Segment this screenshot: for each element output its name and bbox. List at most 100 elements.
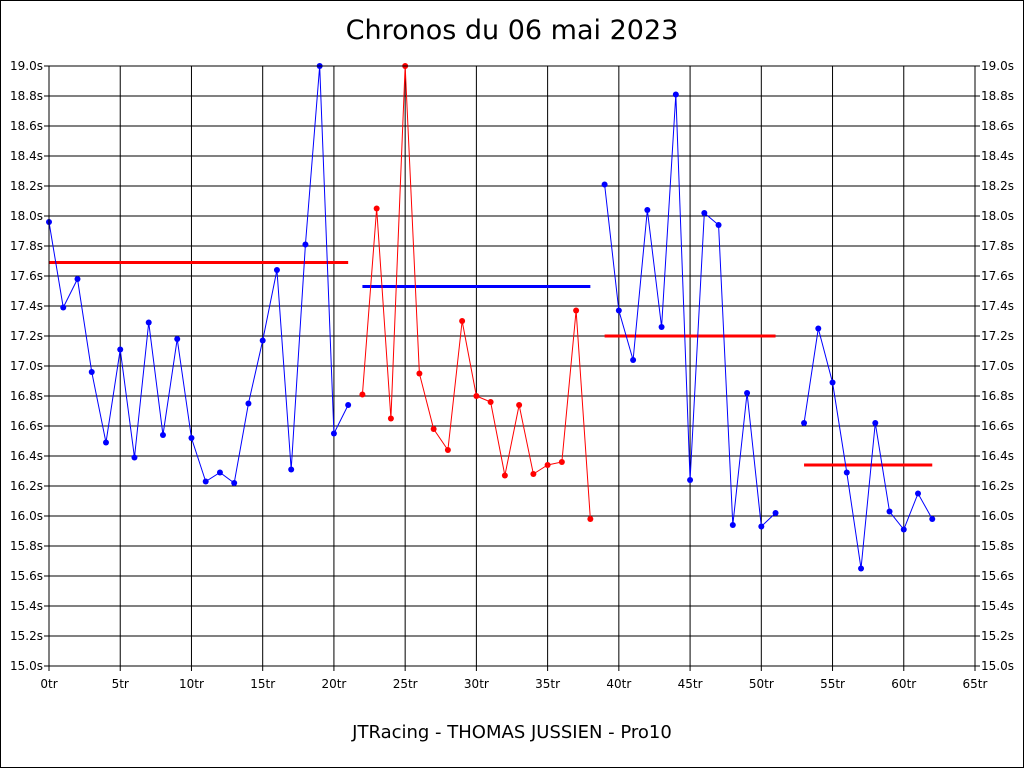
data-point: [872, 420, 879, 426]
data-point: [715, 222, 722, 228]
x-tick-label: 60tr: [891, 677, 916, 691]
x-tick-label: 55tr: [820, 677, 845, 691]
grid: [48, 65, 976, 667]
y-tick-label-right: 15.6s: [981, 569, 1014, 583]
data-point: [359, 391, 366, 398]
y-tick-label: 16.0s: [10, 509, 43, 523]
data-point: [644, 207, 651, 213]
data-point: [302, 241, 309, 248]
data-point: [758, 523, 765, 530]
data-point: [60, 304, 67, 311]
x-tick-label: 65tr: [963, 677, 988, 691]
data-point: [416, 370, 423, 377]
y-tick-label: 18.8s: [10, 89, 43, 103]
data-point: [273, 267, 280, 273]
data-point: [558, 459, 565, 465]
data-point: [288, 466, 295, 473]
average-lines: [49, 261, 933, 467]
data-point: [174, 336, 181, 342]
y-tick-label-right: 17.6s: [981, 269, 1014, 283]
data-point: [772, 510, 779, 516]
data-point: [729, 522, 736, 528]
y-tick-label: 15.8s: [10, 539, 43, 553]
data-point: [131, 454, 138, 461]
data-point: [544, 462, 551, 468]
data-point: [88, 369, 95, 375]
y-tick-label-right: 17.4s: [981, 299, 1014, 313]
y-tick-label: 17.0s: [10, 359, 43, 373]
data-point: [145, 319, 152, 326]
x-tick-label: 35tr: [535, 677, 560, 691]
y-tick-label: 15.6s: [10, 569, 43, 583]
data-point: [573, 307, 580, 314]
data-point: [259, 337, 266, 344]
x-tick-label: 5tr: [112, 677, 129, 691]
data-point: [687, 477, 694, 483]
x-tick-label: 20tr: [321, 677, 346, 691]
data-point: [487, 399, 494, 405]
data-point: [815, 325, 822, 332]
y-tick-label: 18.4s: [10, 149, 43, 163]
data-point: [459, 318, 466, 324]
y-tick-label: 17.6s: [10, 269, 43, 283]
x-tick-label: 40tr: [606, 677, 631, 691]
data-point: [744, 390, 751, 396]
data-point: [587, 516, 594, 522]
y-tick-label-right: 18.0s: [981, 209, 1014, 223]
data-point: [886, 508, 893, 515]
chart-subtitle: JTRacing - THOMAS JUSSIEN - Pro10: [352, 722, 672, 743]
y-tick-label: 18.2s: [10, 179, 43, 193]
data-point: [601, 181, 608, 188]
data-point: [202, 478, 209, 485]
data-point: [159, 432, 166, 438]
data-point: [658, 324, 665, 330]
data-point: [430, 426, 437, 432]
data-point: [74, 276, 81, 282]
data-point: [915, 490, 922, 497]
x-tick-label: 50tr: [749, 677, 774, 691]
data-point: [444, 447, 451, 453]
data-point: [373, 205, 380, 212]
y-tick-label: 16.4s: [10, 449, 43, 463]
data-point: [530, 471, 537, 477]
data-point: [473, 393, 480, 399]
x-tick-label: 10tr: [179, 677, 204, 691]
x-tick-label: 30tr: [464, 677, 489, 691]
y-tick-label: 15.2s: [10, 629, 43, 643]
data-point: [900, 526, 907, 533]
data-point: [345, 402, 352, 408]
y-tick-label-right: 15.8s: [981, 539, 1014, 553]
y-tick-label-right: 18.2s: [981, 179, 1014, 193]
data-point: [330, 430, 337, 437]
y-tick-label: 18.6s: [10, 119, 43, 133]
y-tick-label: 16.8s: [10, 389, 43, 403]
axes: 15.0s 15.0s 15.2s 15.2s 15.4s 15.4s 15.6s 15.6s…: [10, 59, 1014, 691]
y-tick-label-right: 18.4s: [981, 149, 1014, 163]
data-point: [117, 346, 124, 353]
data-point: [231, 480, 238, 486]
x-tick-label: 25tr: [393, 677, 418, 691]
chart-title: Chronos du 06 mai 2023: [345, 15, 679, 46]
y-tick-label-right: 18.8s: [981, 89, 1014, 103]
y-tick-label: 16.6s: [10, 419, 43, 433]
y-tick-label-right: 15.4s: [981, 599, 1014, 613]
series-line: [803, 328, 933, 569]
y-tick-label-right: 15.2s: [981, 629, 1014, 643]
y-tick-label-right: 18.6s: [981, 119, 1014, 133]
data-point: [843, 469, 850, 476]
data-point: [829, 379, 836, 386]
y-tick-label: 17.8s: [10, 239, 43, 253]
data-point: [672, 91, 679, 98]
data-point: [801, 420, 808, 426]
data-point: [516, 402, 523, 408]
data-point: [858, 565, 865, 572]
x-tick-label: 15tr: [250, 677, 275, 691]
data-point: [630, 357, 637, 363]
y-tick-label: 17.4s: [10, 299, 43, 313]
y-tick-label-right: 17.0s: [981, 359, 1014, 373]
y-tick-label-right: 19.0s: [981, 59, 1014, 73]
plot-area-border: [48, 65, 976, 667]
series-lines: [46, 63, 936, 572]
y-tick-label-right: 16.6s: [981, 419, 1014, 433]
